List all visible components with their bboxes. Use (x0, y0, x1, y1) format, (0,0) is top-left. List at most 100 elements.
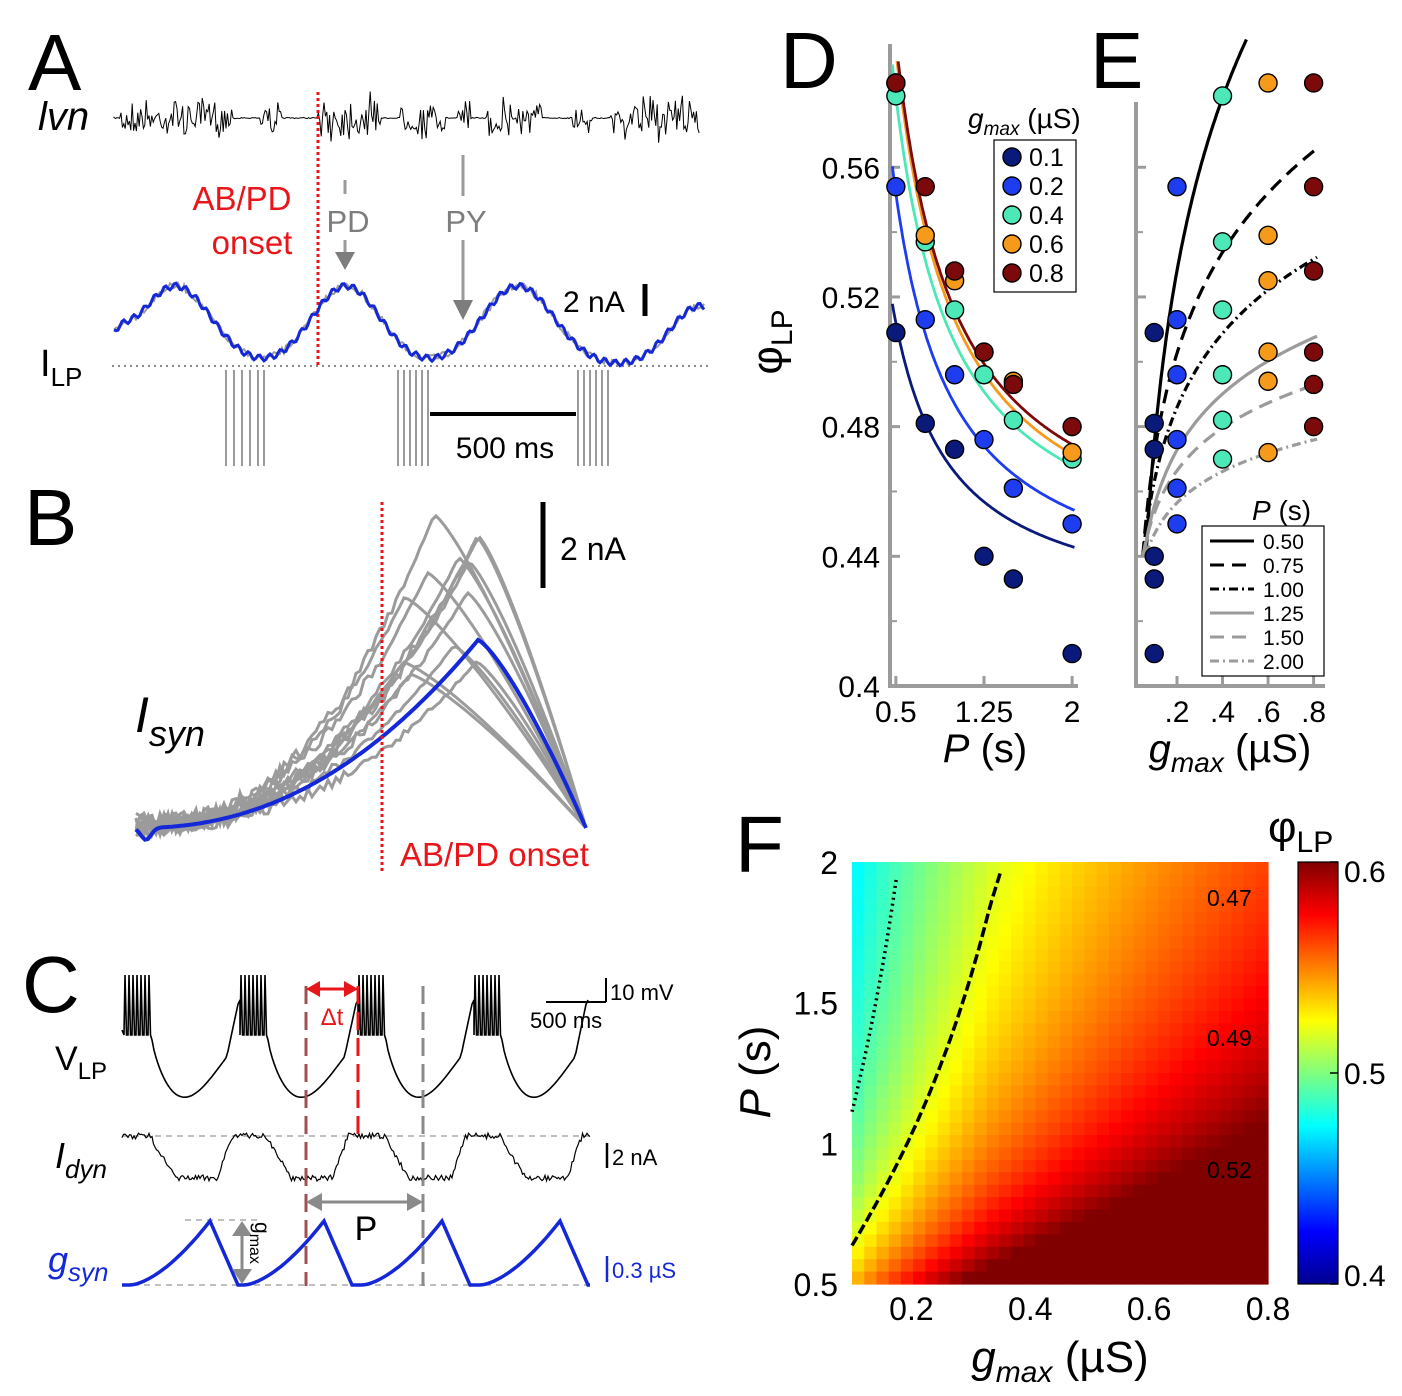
f-heatmap-cell (925, 948, 939, 962)
f-heatmap-cell (888, 1259, 902, 1273)
f-heatmap-cell (937, 1159, 951, 1173)
f-heatmap-cell (1011, 998, 1024, 1012)
e-data-point (1303, 342, 1324, 362)
f-heatmap-cell (925, 899, 939, 913)
f-heatmap-cell (1219, 961, 1232, 975)
f-heatmap-cell (1255, 1259, 1269, 1273)
f-heatmap-cell (962, 886, 975, 900)
d-xtick-label: 0.5 (875, 696, 917, 729)
delta-t-arrow-head-left (306, 981, 320, 997)
f-heatmap-cell (1243, 1110, 1257, 1124)
f-heatmap-cell (949, 1147, 963, 1161)
e-data-point (1258, 73, 1278, 93)
f-heatmap-cell (1170, 998, 1183, 1012)
f-heatmap-cell (1206, 1172, 1220, 1186)
e-data-point (1144, 569, 1164, 589)
d-ytick-label: 0.52 (822, 282, 880, 315)
isyn-trace (135, 536, 586, 835)
f-heatmap-cell (1145, 1097, 1159, 1111)
f-heatmap-cell (1145, 1221, 1159, 1235)
f-heatmap-cell (1231, 1060, 1245, 1074)
f-heatmap-cell (1096, 961, 1110, 975)
f-heatmap-cell (1145, 886, 1159, 900)
delta-t-arrow-head-right (344, 981, 358, 997)
f-heatmap-cell (1157, 998, 1171, 1012)
f-heatmap-cell (1121, 1234, 1135, 1248)
f-heatmap-cell (1219, 1023, 1232, 1037)
f-heatmap-cell (1219, 1172, 1232, 1186)
f-heatmap-cell (974, 1234, 988, 1248)
f-heatmap-cell (1133, 862, 1147, 876)
f-heatmap-cell (1170, 1234, 1183, 1248)
f-heatmap-cell (1035, 1172, 1049, 1186)
f-heatmap-cell (888, 1221, 902, 1235)
f-heatmap-cell (1182, 1073, 1196, 1087)
f-heatmap-cell (864, 886, 878, 900)
f-heatmap-cell (1060, 961, 1073, 975)
d-data-point (886, 177, 906, 197)
f-heatmap-cell (876, 1085, 890, 1099)
f-heatmap-cell (1157, 936, 1171, 950)
f-heatmap-cell (1121, 986, 1135, 1000)
d-data-point (915, 413, 935, 434)
f-heatmap-cell (1206, 948, 1220, 962)
f-heatmap-cell (998, 1271, 1012, 1285)
f-heatmap-cell (1011, 924, 1024, 938)
f-heatmap-cell (937, 911, 951, 925)
f-heatmap-cell (1219, 1122, 1232, 1136)
f-heatmap-cell (1108, 924, 1122, 938)
f-heatmap-cell (1170, 973, 1183, 987)
f-heatmap-cell (1194, 1172, 1208, 1186)
f-heatmap-cell (1072, 1135, 1086, 1149)
f-heatmap-cell (900, 961, 914, 975)
f-heatmap-cell (1060, 998, 1073, 1012)
f-heatmap-cell (1096, 911, 1110, 925)
f-heatmap-cell (1047, 998, 1061, 1012)
f-heatmap-cell (1011, 1209, 1024, 1223)
e-data-point (1258, 271, 1278, 291)
f-heatmap-cell (852, 899, 865, 913)
f-heatmap-cell (1194, 998, 1208, 1012)
f-heatmap-cell (1072, 1048, 1086, 1062)
d-xtick-label: 2 (1064, 696, 1081, 729)
f-heatmap-cell (852, 1010, 865, 1024)
f-heatmap-cell (925, 1159, 939, 1173)
f-heatmap-cell (864, 1023, 878, 1037)
f-heatmap-cell (1060, 1060, 1073, 1074)
f-heatmap-cell (1011, 1073, 1024, 1087)
f-heatmap-cell (986, 1122, 1000, 1136)
f-heatmap-cell (925, 1197, 939, 1211)
f-heatmap-cell (1206, 899, 1220, 913)
f-heatmap-cell (1206, 1060, 1220, 1074)
f-heatmap-cell (852, 961, 865, 975)
f-heatmap-cell (1035, 1085, 1049, 1099)
f-heatmap-cell (1182, 1221, 1196, 1235)
f-heatmap-cell (986, 1221, 1000, 1235)
f-heatmap-cell (1035, 1234, 1049, 1248)
e-fit-curve (1142, 334, 1318, 555)
isyn-scale-label: 2 nA (560, 531, 626, 567)
f-heatmap-cell (937, 1209, 951, 1223)
f-heatmap-cell (888, 1048, 902, 1062)
f-heatmap-cell (1182, 886, 1196, 900)
na-scale-label: 2 nA (612, 1145, 658, 1170)
f-heatmap-cell (1035, 1035, 1049, 1049)
f-heatmap-cell (1182, 1135, 1196, 1149)
f-heatmap-cell (900, 1023, 914, 1037)
f-heatmap-cell (876, 1035, 890, 1049)
f-heatmap-cell (1243, 1073, 1257, 1087)
f-heatmap-cell (1096, 936, 1110, 950)
f-heatmap-cell (1219, 1035, 1232, 1049)
f-xtick-label: 0.8 (1246, 1291, 1290, 1327)
f-heatmap-cell (1011, 1197, 1024, 1211)
f-heatmap-cell (876, 1048, 890, 1062)
f-heatmap-cell (1011, 1246, 1024, 1260)
panel-e-letter: E (1090, 16, 1143, 105)
f-heatmap-cell (1072, 1010, 1086, 1024)
f-heatmap-cell (1145, 961, 1159, 975)
f-heatmap-cell (1231, 1172, 1245, 1186)
f-heatmap-cell (888, 1234, 902, 1248)
f-heatmap-cell (1108, 1259, 1122, 1273)
f-heatmap-cell (1084, 1048, 1098, 1062)
f-heatmap-cell (1035, 1097, 1049, 1111)
